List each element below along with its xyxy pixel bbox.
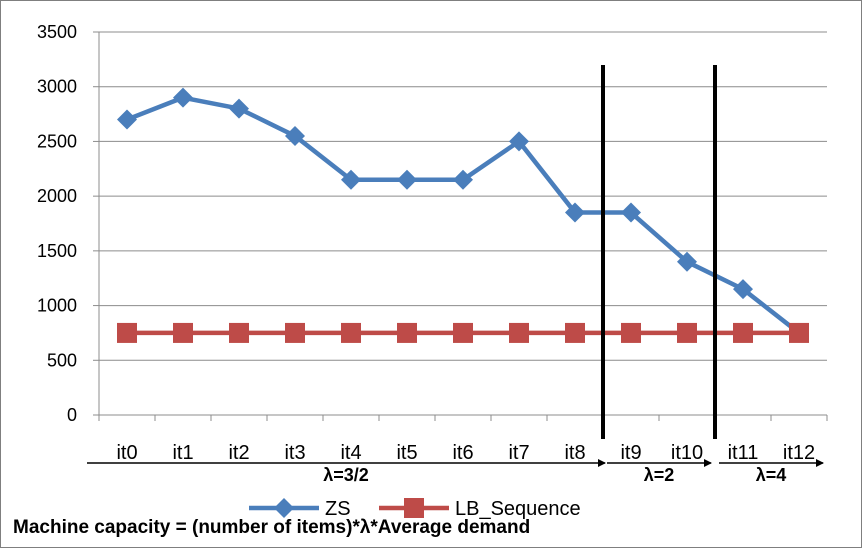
point-lb-sequence-it6 [453,322,473,343]
point-zs-it1 [173,87,193,108]
x-tick-label-it3: it3 [284,442,305,464]
point-lb-sequence-it5 [397,322,417,343]
lambda-annotations: λ=3/2 λ=2 λ=4 [87,459,824,485]
point-lb-sequence-it11 [733,322,753,343]
x-tick-label-it4: it4 [340,442,361,464]
annotation-label-2: λ=2 [644,465,675,485]
legend-label-zs: ZS [325,498,351,520]
regime-separators [601,65,717,439]
y-tick-labels: 0 500 1000 1500 2000 2500 3000 3500 [37,22,77,425]
x-tick-label-it2: it2 [228,442,249,464]
point-zs-it4 [341,169,361,190]
point-lb-sequence-it3 [285,322,305,343]
point-zs-it2 [229,98,249,119]
point-lb-sequence-it9 [621,322,641,343]
point-zs-it5 [397,169,417,190]
series [117,87,809,343]
point-zs-it8 [565,202,585,223]
footnote-text: Machine capacity = (number of items)*λ*A… [13,517,531,538]
x-tick-label-it5: it5 [396,442,417,464]
point-zs-it7 [509,131,529,152]
x-tick-label-it6: it6 [452,442,473,464]
y-tick-label-2000: 2000 [37,186,77,206]
legend: ZS LB_Sequence [249,498,581,520]
x-tick-label-it12: it12 [783,442,815,464]
y-tick-label-3000: 3000 [37,77,77,97]
x-tick-labels: it0 it1 it2 it3 it4 it5 it6 it7 it8 it9 it10 it11 it… [116,442,815,464]
point-lb-sequence-it1 [173,322,193,343]
y-tick-label-0: 0 [67,405,77,425]
x-tick-label-it8: it8 [564,442,585,464]
point-lb-sequence-it4 [341,322,361,343]
legend-marker-lb-sequence [404,498,424,518]
point-lb-sequence-it8 [565,322,585,343]
x-tick-label-it11: it11 [728,442,759,464]
x-tick-label-it10: it10 [671,442,703,464]
point-lb-sequence-it12 [789,322,809,343]
series-line-zs [126,95,801,335]
point-lb-sequence-it2 [229,322,249,343]
gridlines [99,31,827,361]
point-zs-it3 [285,125,305,146]
y-tick-label-1000: 1000 [37,296,77,316]
point-zs-it9 [621,202,641,223]
annotation-label-3: λ=4 [756,465,787,485]
legend-label-lb-sequence: LB_Sequence [455,498,581,520]
point-zs-it0 [117,109,137,130]
point-lb-sequence-it7 [509,322,529,343]
y-tick-label-2500: 2500 [37,131,77,151]
axes [93,31,828,421]
x-tick-label-it9: it9 [620,442,641,464]
point-zs-it11 [733,279,753,300]
x-tick-label-it7: it7 [508,442,529,464]
y-tick-label-500: 500 [47,350,77,370]
y-tick-label-1500: 1500 [37,241,77,261]
legend-marker-zs [274,498,294,518]
annotation-label-1: λ=3/2 [323,465,369,485]
point-lb-sequence-it10 [677,322,697,343]
x-tick-label-it0: it0 [116,442,137,464]
x-tick-label-it1: it1 [172,442,193,464]
point-zs-it6 [453,169,473,190]
y-tick-label-3500: 3500 [37,22,77,42]
point-lb-sequence-it0 [117,322,137,343]
